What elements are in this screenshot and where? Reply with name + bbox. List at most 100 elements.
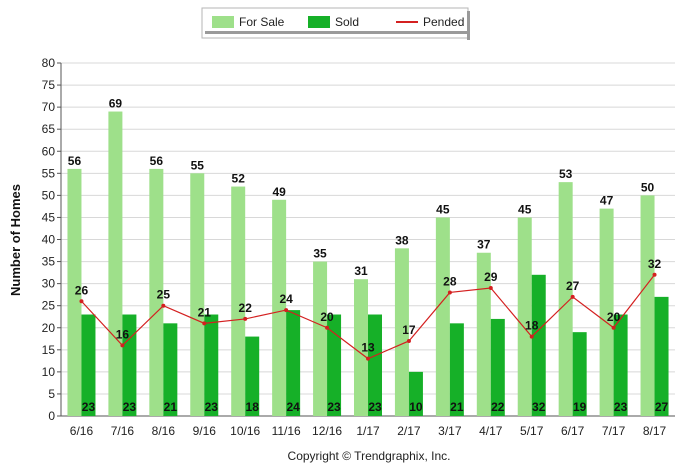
data-label-pended: 22 xyxy=(239,301,253,315)
legend: For Sale Sold Pended xyxy=(201,7,470,40)
y-tick-label: 75 xyxy=(42,78,56,92)
data-label-sold: 23 xyxy=(614,400,628,414)
bar-for-sale xyxy=(313,261,328,416)
pended-point xyxy=(570,294,575,299)
data-label-sold: 21 xyxy=(450,400,464,414)
data-label-for-sale: 31 xyxy=(354,264,368,278)
y-tick-label: 60 xyxy=(42,144,56,158)
bar-sold xyxy=(449,323,464,416)
data-label-pended: 25 xyxy=(157,288,171,302)
data-label-sold: 32 xyxy=(532,400,546,414)
data-label-pended: 24 xyxy=(279,292,293,306)
data-label-for-sale: 35 xyxy=(313,247,327,261)
x-tick-label: 10/16 xyxy=(230,424,260,438)
pended-point xyxy=(161,303,166,308)
bar-sold xyxy=(531,274,546,416)
y-tick-label: 35 xyxy=(42,255,56,269)
data-label-pended: 20 xyxy=(607,310,621,324)
data-label-for-sale: 53 xyxy=(559,167,573,181)
bar-sold xyxy=(654,296,669,416)
legend-label: Pended xyxy=(423,15,464,29)
pended-point xyxy=(488,286,493,291)
data-label-for-sale: 45 xyxy=(518,202,532,216)
data-label-for-sale: 69 xyxy=(109,97,123,111)
data-label-sold: 23 xyxy=(327,400,341,414)
y-tick-label: 50 xyxy=(42,188,56,202)
y-tick-label: 40 xyxy=(42,233,56,247)
bar-for-sale xyxy=(476,252,491,416)
x-tick-label: 9/16 xyxy=(193,424,217,438)
x-tick-label: 12/16 xyxy=(312,424,342,438)
bar-for-sale xyxy=(394,248,409,416)
bar-for-sale xyxy=(108,111,123,416)
data-label-pended: 26 xyxy=(75,283,89,297)
bar-for-sale xyxy=(640,195,655,416)
data-label-for-sale: 52 xyxy=(232,172,246,186)
data-label-pended: 29 xyxy=(484,270,498,284)
data-label-for-sale: 49 xyxy=(272,185,286,199)
y-tick-label: 5 xyxy=(48,387,55,401)
bar-sold xyxy=(286,310,301,416)
data-label-pended: 27 xyxy=(566,279,580,293)
y-tick-label: 30 xyxy=(42,277,56,291)
pended-point xyxy=(611,325,616,330)
data-label-pended: 13 xyxy=(361,341,375,355)
data-label-sold: 10 xyxy=(409,400,423,414)
legend-swatch-for-sale xyxy=(212,16,234,28)
legend-shadow xyxy=(205,31,469,34)
data-label-for-sale: 45 xyxy=(436,202,450,216)
y-tick-label: 25 xyxy=(42,299,56,313)
bar-sold xyxy=(122,314,137,416)
bar-for-sale xyxy=(435,217,450,416)
pended-point xyxy=(447,290,452,295)
data-label-sold: 24 xyxy=(286,400,300,414)
data-label-sold: 23 xyxy=(205,400,219,414)
pended-point xyxy=(284,308,289,313)
data-label-sold: 21 xyxy=(164,400,178,414)
bar-sold xyxy=(408,371,423,416)
y-axis-label: Number of Homes xyxy=(8,184,23,296)
data-label-pended: 17 xyxy=(402,323,416,337)
pended-point xyxy=(366,356,370,361)
pended-point xyxy=(79,299,84,304)
bar-sold xyxy=(368,314,382,416)
bar-sold xyxy=(572,332,587,416)
data-label-for-sale: 37 xyxy=(477,238,491,252)
data-label-for-sale: 56 xyxy=(150,154,164,168)
bar-for-sale xyxy=(558,182,573,416)
bar-for-sale xyxy=(599,208,614,416)
data-label-sold: 23 xyxy=(123,400,137,414)
y-tick-label: 10 xyxy=(42,365,56,379)
legend-shadow xyxy=(467,11,470,40)
bar-for-sale xyxy=(67,168,82,416)
data-label-sold: 23 xyxy=(368,400,382,414)
y-tick-label: 0 xyxy=(48,409,55,423)
bar-for-sale xyxy=(149,168,164,416)
x-tick-label: 7/17 xyxy=(602,424,626,438)
x-tick-label: 6/16 xyxy=(70,424,94,438)
data-label-for-sale: 56 xyxy=(68,154,82,168)
data-label-sold: 22 xyxy=(491,400,505,414)
pended-point xyxy=(202,321,207,326)
x-tick-label: 1/17 xyxy=(356,424,380,438)
bar-sold xyxy=(490,318,505,416)
y-tick-label: 65 xyxy=(42,122,56,136)
data-label-for-sale: 38 xyxy=(395,233,409,247)
x-tick-label: 6/17 xyxy=(561,424,585,438)
bar-for-sale xyxy=(190,173,205,416)
data-label-pended: 16 xyxy=(116,327,130,341)
data-label-for-sale: 55 xyxy=(191,158,205,172)
copyright-text: Copyright © Trendgraphix, Inc. xyxy=(288,449,451,463)
legend-swatch-sold xyxy=(308,16,330,28)
data-label-sold: 19 xyxy=(573,400,587,414)
bar-for-sale xyxy=(231,186,246,416)
bar-for-sale xyxy=(354,279,368,416)
y-tick-label: 20 xyxy=(42,321,56,335)
y-tick-label: 80 xyxy=(42,56,56,70)
data-label-sold: 18 xyxy=(246,400,260,414)
data-label-sold: 27 xyxy=(655,400,669,414)
y-tick-label: 70 xyxy=(42,100,56,114)
data-label-pended: 20 xyxy=(320,310,334,324)
bar-sold xyxy=(245,336,260,416)
